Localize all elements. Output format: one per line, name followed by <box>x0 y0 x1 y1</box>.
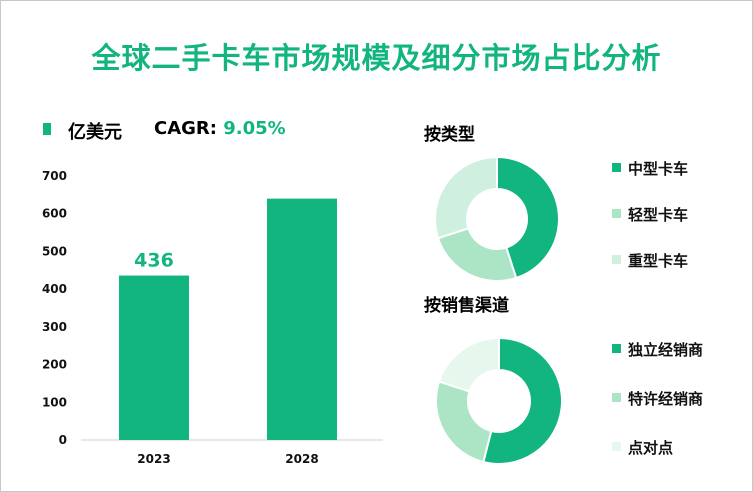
cagr-value: 9.05% <box>223 118 286 139</box>
y-tick-label: 400 <box>42 282 67 296</box>
legend-swatch <box>612 209 621 218</box>
chart-title: 全球二手卡车市场规模及细分市场占比分析 <box>91 41 662 75</box>
donut-slice-中型卡车 <box>496 155 561 280</box>
legend-swatch <box>43 123 51 135</box>
cagr-label: CAGR: <box>154 118 224 139</box>
legend-swatch <box>612 393 621 402</box>
legend-label: 独立经销商 <box>628 341 703 359</box>
pie1-title: 按类型 <box>424 125 475 145</box>
legend-label: 点对点 <box>628 439 673 457</box>
y-tick-label: 200 <box>42 358 67 372</box>
legend-unit: 亿美元 <box>68 122 122 143</box>
bar-2028 <box>267 198 337 440</box>
donut-slice-轻型卡车 <box>436 227 518 282</box>
bar-2023 <box>119 275 189 440</box>
cagr-annotation: CAGR: 9.05% <box>154 118 286 139</box>
legend-swatch <box>612 163 621 172</box>
legend-swatch <box>612 255 621 264</box>
y-tick-label: 700 <box>42 169 67 183</box>
pie2-title: 按销售渠道 <box>424 296 509 316</box>
legend-label: 中型卡车 <box>628 160 688 178</box>
legend-swatch <box>612 442 621 451</box>
y-tick-label: 500 <box>42 244 67 258</box>
data-label: 436 <box>134 250 174 272</box>
x-tick-label: 2028 <box>285 452 318 466</box>
legend-label: 重型卡车 <box>628 252 688 270</box>
y-tick-label: 300 <box>42 320 67 334</box>
donut-slice-点对点 <box>437 336 500 393</box>
donut-slice-独立经销商 <box>482 336 563 465</box>
legend-label: 特许经销商 <box>628 390 703 408</box>
legend-swatch <box>612 344 621 353</box>
y-tick-label: 600 <box>42 207 67 221</box>
y-tick-label: 100 <box>42 395 67 409</box>
legend-label: 轻型卡车 <box>628 206 688 224</box>
donut-slice-特许经销商 <box>435 380 493 464</box>
x-tick-label: 2023 <box>137 452 170 466</box>
donut-slice-重型卡车 <box>434 155 498 240</box>
y-tick-label: 0 <box>59 433 67 447</box>
